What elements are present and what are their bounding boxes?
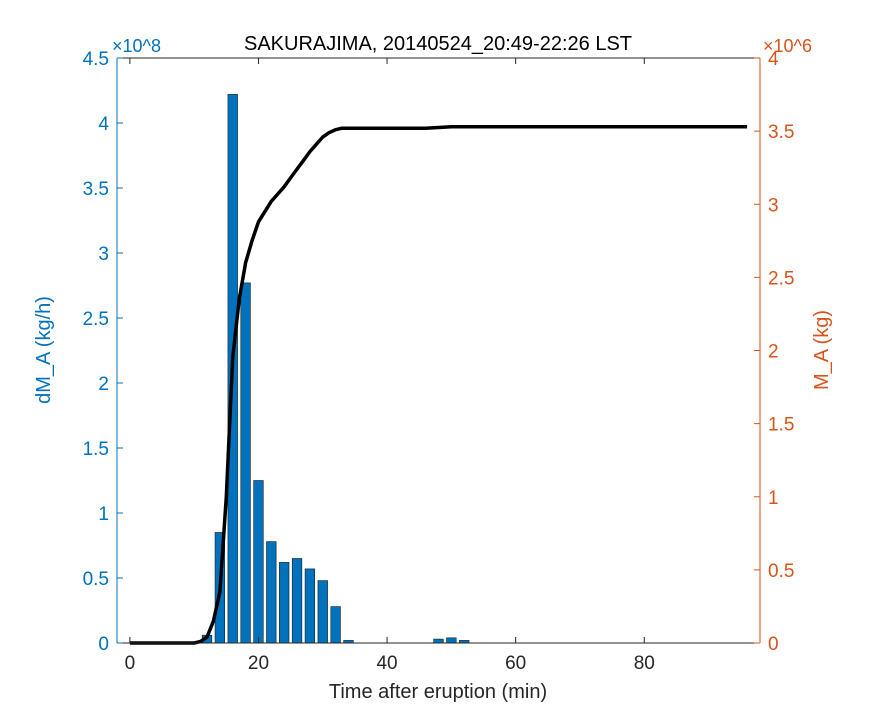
x-tick-label: 60: [505, 653, 526, 674]
bar: [330, 606, 341, 644]
x-tick-label: 40: [376, 653, 397, 674]
chart-title: SAKURAJIMA, 20140524_20:49-22:26 LST: [244, 33, 632, 55]
axes: [116, 57, 761, 644]
right-tick-label: 3: [768, 195, 779, 216]
bar: [446, 637, 457, 644]
right-tick-label: 2: [768, 342, 779, 363]
right-tick-label: 0.5: [768, 561, 794, 582]
left-tick-label: 0.5: [83, 569, 109, 590]
bar: [253, 480, 264, 644]
right-tick-label: 2.5: [768, 268, 794, 289]
bar: [291, 558, 303, 644]
left-tick-label: 3: [98, 244, 109, 265]
left-axis-exponent: ×10^8: [112, 36, 161, 56]
right-tick-label: 1: [768, 488, 779, 509]
left-tick-label: 2: [98, 374, 109, 395]
right-axis-exponent: ×10^6: [763, 36, 812, 56]
right-tick-label: 0: [768, 634, 779, 655]
x-tick-label: 0: [125, 653, 136, 674]
left-tick-label: 3.5: [83, 179, 109, 200]
x-tick-label: 20: [248, 653, 269, 674]
bar: [304, 568, 316, 644]
right-tick-label: 3.5: [768, 122, 794, 143]
right-tick-label: 4: [768, 49, 779, 70]
right-tick-label: 1.5: [768, 415, 794, 436]
left-tick-label: 4: [98, 114, 109, 135]
bar: [433, 638, 444, 644]
bar: [266, 541, 277, 644]
bar-series: [201, 94, 470, 644]
left-tick-label: 1: [98, 504, 109, 525]
bar: [279, 562, 290, 644]
left-tick-label: 0: [98, 634, 109, 655]
bar: [317, 580, 328, 644]
right-axis-label: M_A (kg): [811, 310, 833, 390]
bar: [240, 282, 251, 644]
left-axis-label: dM_A (kg/h): [33, 296, 55, 404]
left-tick-label: 4.5: [83, 49, 109, 70]
x-tick-label: 80: [634, 653, 655, 674]
line-series: [129, 124, 748, 645]
ticks: 00.511.522.533.544.500.511.522.533.540 20…: [83, 49, 795, 674]
left-tick-label: 2.5: [83, 309, 109, 330]
left-tick-label: 1.5: [83, 439, 109, 460]
x-axis-label: Time after eruption (min): [329, 681, 547, 703]
cumulative-mass-line: [129, 124, 748, 645]
